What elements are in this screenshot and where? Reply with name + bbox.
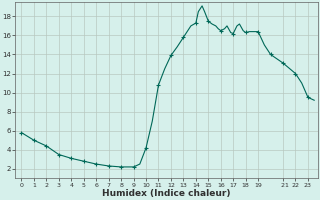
X-axis label: Humidex (Indice chaleur): Humidex (Indice chaleur)	[102, 189, 231, 198]
